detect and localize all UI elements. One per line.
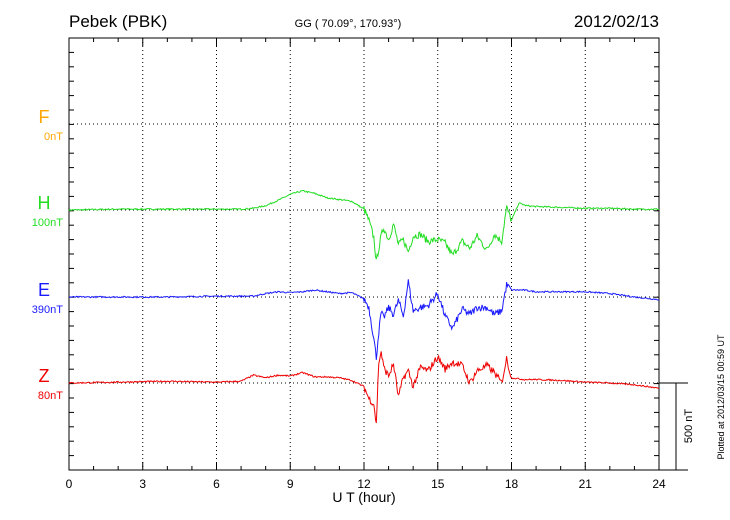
channel-offset-z: 80nT xyxy=(38,390,63,402)
channel-name-f: F xyxy=(39,107,50,127)
channel-labels: F 0nT H 100nT E 390nT Z 80nT xyxy=(32,107,63,402)
x-tick-label: 3 xyxy=(139,477,146,491)
channel-name-e: E xyxy=(38,280,50,300)
x-tick-label: 24 xyxy=(652,477,666,491)
channel-offset-f: 0nT xyxy=(44,131,63,143)
x-tick-label: 6 xyxy=(213,477,220,491)
channel-offset-e: 390nT xyxy=(32,304,63,316)
x-tick-label: 0 xyxy=(66,477,73,491)
channel-offset-h: 100nT xyxy=(32,217,63,229)
x-axis-label: U T (hour) xyxy=(332,489,395,505)
plotted-timestamp: Plotted at 2012/03/15 00:59 UT xyxy=(716,334,726,460)
scale-bar-label: 500 nT xyxy=(683,409,695,444)
trace-z xyxy=(68,351,659,424)
data-traces xyxy=(68,189,660,424)
trace-e xyxy=(68,279,660,360)
x-tick-label: 18 xyxy=(505,477,519,491)
x-tick-label: 15 xyxy=(431,477,445,491)
x-tick-labels: 0 3 6 9 12 15 18 21 24 xyxy=(66,477,666,491)
axis-ticks xyxy=(68,38,660,471)
trace-h xyxy=(68,189,660,260)
channel-name-h: H xyxy=(38,193,51,213)
plot-date: 2012/02/13 xyxy=(574,12,659,31)
station-title: Pebek (PBK) xyxy=(69,12,167,31)
grid-lines xyxy=(69,38,659,470)
x-tick-label: 12 xyxy=(357,477,371,491)
channel-name-z: Z xyxy=(39,366,50,386)
x-tick-label: 21 xyxy=(579,477,593,491)
station-coordinates: GG ( 70.09°, 170.93°) xyxy=(295,18,402,30)
x-tick-label: 9 xyxy=(287,477,294,491)
scale-bar: 500 nT xyxy=(659,382,695,471)
